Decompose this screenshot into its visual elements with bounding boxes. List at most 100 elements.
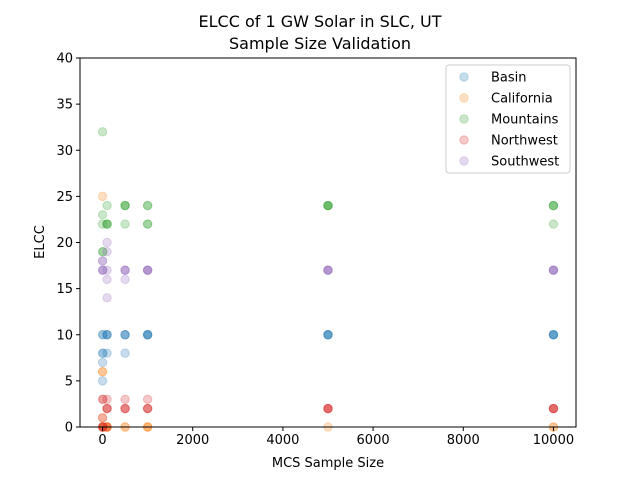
data-point-mountains-16	[142, 219, 153, 229]
data-point-basin-5	[98, 330, 108, 340]
data-point-southwest-5	[102, 237, 112, 248]
data-point-basin-21	[323, 330, 333, 340]
data-point-northwest-23	[548, 403, 559, 414]
data-point-mountains-4	[98, 247, 108, 257]
legend-marker-california	[459, 93, 469, 103]
y-tick-label: 35	[56, 98, 73, 113]
data-point-mountains-7	[102, 219, 112, 229]
data-point-california-3	[97, 413, 108, 423]
y-tick-label: 30	[56, 144, 73, 159]
data-point-southwest-21	[323, 265, 333, 275]
data-point-southwest-25	[548, 265, 559, 275]
legend-label-basin: Basin	[491, 71, 527, 86]
data-point-northwest-24	[548, 403, 559, 414]
data-point-california-0	[97, 191, 108, 202]
legend-marker-mountains	[459, 114, 469, 124]
data-point-california-1	[97, 366, 108, 377]
x-tick-label: 4000	[266, 433, 299, 448]
data-point-northwest-21	[323, 403, 333, 414]
data-point-northwest-25	[548, 403, 559, 414]
y-tick-label: 0	[65, 421, 73, 436]
legend-marker-basin	[459, 72, 469, 82]
data-point-northwest-11	[120, 394, 130, 405]
data-point-southwest-10	[120, 265, 130, 275]
data-point-basin-20	[323, 330, 333, 340]
data-point-northwest-4	[98, 394, 108, 405]
chart-subtitle: Sample Size Validation	[229, 34, 411, 53]
legend-label-mountains: Mountains	[491, 113, 559, 128]
x-tick-label: 0	[98, 433, 106, 448]
data-point-southwest-23	[548, 265, 559, 275]
data-point-mountains-11	[120, 200, 130, 211]
data-point-southwest-22	[548, 265, 559, 275]
data-point-basin-4	[98, 348, 108, 358]
y-tick-label: 10	[56, 328, 73, 343]
data-point-northwest-9	[102, 403, 112, 414]
data-point-southwest-7	[102, 274, 112, 285]
legend-marker-northwest	[459, 135, 469, 145]
data-point-northwest-22	[323, 403, 333, 414]
data-point-northwest-18	[142, 403, 153, 414]
data-point-mountains-17	[323, 200, 333, 211]
data-point-southwest-18	[323, 265, 333, 275]
legend-label-northwest: Northwest	[491, 134, 558, 149]
data-point-northwest-6	[102, 394, 112, 405]
data-point-mountains-1	[97, 210, 108, 220]
data-point-southwest-20	[323, 265, 333, 275]
data-point-northwest-17	[142, 403, 153, 414]
data-point-southwest-4	[98, 265, 108, 275]
y-axis-ticks: 0 5 10 15 20 25 30 35 40	[56, 52, 80, 436]
data-point-basin-6	[102, 348, 112, 358]
data-point-southwest-2	[97, 265, 108, 275]
data-point-southwest-15	[142, 265, 153, 275]
y-tick-label: 25	[56, 190, 73, 205]
y-axis-label: ELCC	[33, 225, 48, 259]
x-tick-label: 10000	[533, 433, 574, 448]
x-tick-label: 8000	[447, 433, 480, 448]
data-point-basin-14	[142, 330, 153, 340]
data-point-mountains-19	[323, 200, 333, 211]
data-point-mountains-21	[548, 200, 559, 211]
data-point-california-2	[97, 366, 108, 377]
data-point-mountains-23	[548, 200, 559, 211]
data-point-mountains-18	[323, 200, 333, 211]
data-point-southwest-0	[97, 256, 108, 266]
data-point-basin-17	[142, 330, 153, 340]
data-point-northwest-8	[102, 403, 112, 414]
data-point-basin-13	[120, 330, 130, 340]
data-point-northwest-7	[102, 403, 112, 414]
data-point-mountains-5	[102, 200, 112, 211]
x-axis-label: MCS Sample Size	[272, 456, 384, 471]
data-point-southwest-13	[120, 274, 130, 285]
data-point-mountains-8	[102, 219, 112, 229]
data-point-northwest-0	[97, 394, 108, 405]
data-point-southwest-16	[142, 265, 153, 275]
data-point-mountains-3	[97, 247, 108, 257]
data-point-basin-15	[142, 330, 153, 340]
data-point-mountains-2	[97, 219, 108, 229]
data-point-northwest-15	[142, 394, 153, 405]
data-point-basin-24	[548, 330, 559, 340]
y-tick-label: 15	[56, 282, 73, 297]
data-point-mountains-20	[323, 200, 333, 211]
legend-box	[445, 64, 571, 174]
data-point-basin-19	[323, 330, 333, 340]
y-tick-label: 20	[56, 236, 73, 251]
data-point-mountains-14	[142, 200, 153, 211]
data-point-basin-16	[142, 330, 153, 340]
data-point-southwest-11	[120, 265, 130, 275]
y-tick-label: 5	[65, 374, 73, 389]
data-point-northwest-19	[323, 403, 333, 414]
data-point-southwest-14	[142, 265, 153, 275]
data-point-northwest-13	[120, 403, 130, 414]
data-point-southwest-6	[102, 247, 112, 257]
data-point-southwest-24	[548, 265, 559, 275]
data-point-mountains-10	[120, 200, 130, 211]
data-point-basin-1	[97, 357, 108, 368]
data-point-northwest-1	[97, 413, 108, 423]
data-point-mountains-12	[120, 219, 130, 229]
data-point-southwest-19	[323, 265, 333, 275]
data-point-basin-11	[120, 330, 130, 340]
data-point-basin-2	[97, 348, 108, 358]
